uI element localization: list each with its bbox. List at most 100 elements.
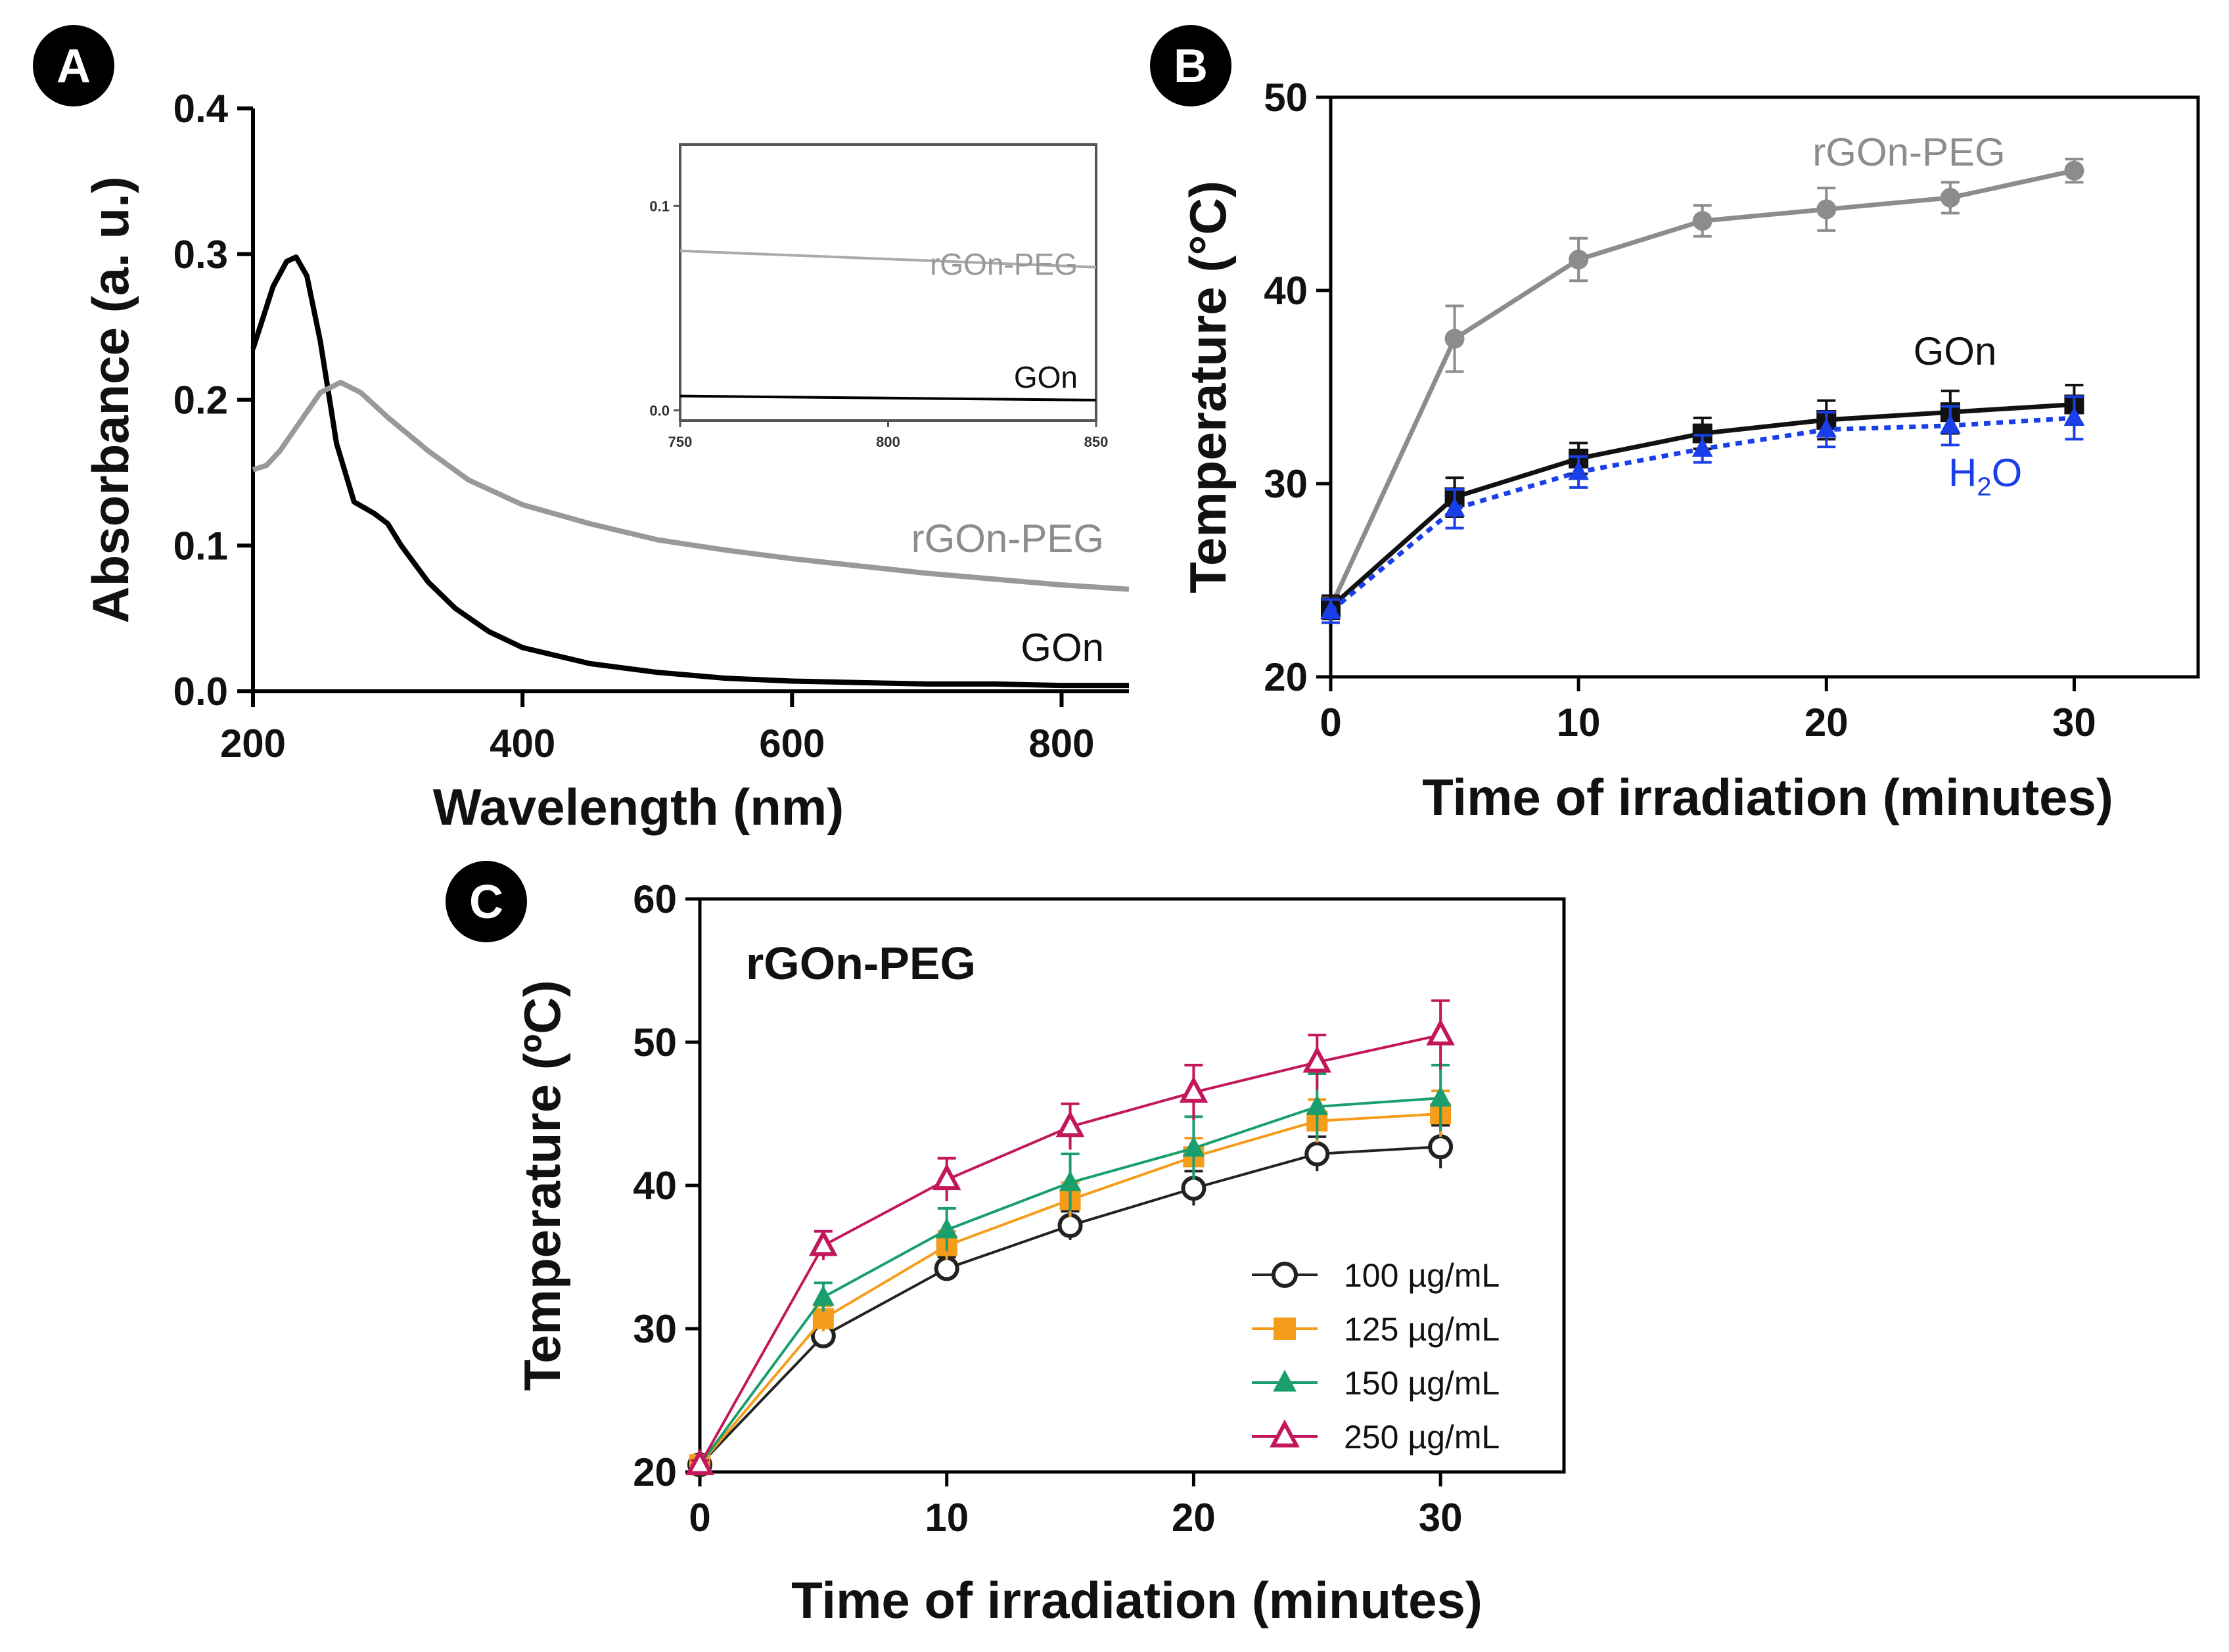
data-point-100-g-ml (1181, 1176, 1206, 1201)
x-tick-label: 20 (1172, 1496, 1216, 1540)
panel-letter-badge (33, 25, 114, 106)
data-point-h2o (1691, 437, 1713, 457)
data-point-150-g-ml (1182, 1136, 1205, 1157)
data-point-100-g-ml (1057, 1213, 1083, 1239)
y-tick-label: 0.0 (173, 670, 228, 714)
plot-frame (1329, 95, 2200, 679)
y-tick-label: 40 (633, 1164, 677, 1208)
series-label-gon: GOn (1021, 626, 1104, 670)
y-axis-title: Absorbance (a. u.) (81, 176, 139, 623)
panel-letter-a: A (57, 40, 91, 93)
data-point-250-g-ml (809, 1229, 838, 1256)
inset-series-line-rgon-peg (679, 249, 1097, 269)
y-tick-label: 0.3 (173, 233, 228, 277)
data-point-h2o (1816, 418, 1837, 438)
x-tick-label: 200 (220, 722, 286, 766)
series-line-rgon-peg (252, 379, 1130, 592)
x-axis-title: Time of irradiation (minutes) (791, 1571, 1482, 1629)
data-point-250-g-ml (932, 1163, 961, 1191)
data-point-rgon-peg (1444, 329, 1465, 349)
inset-y-tick-label: 0.1 (649, 198, 670, 214)
inset-x-tick-label: 750 (668, 434, 693, 450)
data-point-rgon-peg (2064, 160, 2084, 181)
y-tick-label: 30 (1264, 462, 1308, 506)
series-line-gon (250, 254, 1129, 689)
data-point-h2o (1320, 599, 1341, 620)
inset-label-gon: GOn (1014, 360, 1078, 394)
data-point-h2o (1444, 497, 1465, 517)
x-axis-title: Wavelength (nm) (433, 778, 844, 836)
y-tick-label: 0.4 (173, 87, 229, 131)
y-tick-label: 40 (1264, 269, 1308, 313)
x-tick-label: 20 (1804, 700, 1849, 745)
inset-series-line-gon (679, 394, 1097, 402)
series-label-h2o: H2O (1948, 451, 2022, 501)
legend-marker-150-g-ml (1273, 1369, 1297, 1392)
x-tick-label: 600 (759, 722, 825, 766)
data-point-rgon-peg (1816, 199, 1837, 219)
y-tick-label: 0.1 (173, 524, 228, 568)
panel-letter-badge (446, 861, 527, 942)
data-point-h2o (1568, 461, 1589, 480)
x-tick-label: 10 (925, 1496, 969, 1540)
data-point-150-g-ml (1429, 1086, 1452, 1107)
data-point-250-g-ml (1426, 1019, 1455, 1045)
x-tick-label: 400 (490, 722, 555, 766)
inset-x-tick-label: 800 (876, 434, 900, 450)
y-tick-label: 50 (1264, 76, 1308, 120)
data-point-250-g-ml (1055, 1110, 1085, 1137)
data-point-150-g-ml (812, 1285, 835, 1306)
y-tick-label: 20 (633, 1450, 677, 1494)
series-line-250-g-ml (699, 1034, 1441, 1466)
data-point-rgon-peg (1692, 211, 1712, 231)
x-tick-label: 30 (2052, 700, 2096, 745)
data-point-150-g-ml (1306, 1094, 1329, 1115)
x-tick-label: 30 (1419, 1496, 1463, 1540)
panel-letter-b: B (1174, 40, 1208, 93)
data-point-rgon-peg (1569, 249, 1589, 269)
series-label-rgon-peg: rGOn-PEG (911, 516, 1104, 561)
y-axis-title: Temperature (ºC) (513, 980, 571, 1390)
data-point-h2o (1940, 414, 1961, 434)
data-point-125-g-ml (812, 1308, 834, 1329)
legend-marker-250-g-ml (1270, 1419, 1300, 1448)
data-point-250-g-ml (685, 1448, 714, 1475)
inset-y-tick-label: 0.0 (649, 402, 670, 419)
panel-letter-badge (1150, 25, 1231, 106)
panel-c: C 20 30 40 50 60 0 10 20 30 Time of irradiation (m… (446, 861, 1566, 1629)
series-label-rgon-peg: rGOn-PEG (1812, 130, 2005, 174)
x-tick-label: 0 (689, 1496, 710, 1540)
inset-label-rgon-peg: rGOn-PEG (930, 247, 1078, 281)
y-tick-label: 50 (633, 1021, 677, 1065)
data-point-150-g-ml (1059, 1170, 1082, 1191)
legend-label-250-g-ml: 250 µg/mL (1344, 1419, 1500, 1456)
legend-marker-100-g-ml (1272, 1262, 1298, 1288)
y-tick-label: 20 (1264, 655, 1308, 699)
panel-a: A 0.0 0.1 0.2 0.3 0.4 200 400 600 800 Wavelength (… (33, 25, 1130, 836)
x-tick-label: 10 (1557, 700, 1601, 745)
data-point-h2o (2063, 406, 2085, 426)
legend-label-100-g-ml: 100 µg/mL (1344, 1257, 1500, 1294)
data-point-100-g-ml (934, 1256, 959, 1281)
data-point-250-g-ml (1302, 1045, 1332, 1073)
x-axis-title: Time of irradiation (minutes) (1422, 768, 2113, 826)
data-point-250-g-ml (1179, 1076, 1208, 1103)
panel-b: B 20 30 40 50 0 10 20 30 Time of irradiation (min… (1150, 25, 2200, 826)
data-point-150-g-ml (935, 1218, 958, 1239)
legend-marker-125-g-ml (1274, 1318, 1296, 1340)
y-tick-label: 0.2 (173, 379, 228, 423)
inset-frame (679, 143, 1097, 422)
data-point-100-g-ml (1428, 1134, 1454, 1160)
y-axis-title: Temperature (°C) (1179, 181, 1237, 593)
data-point-rgon-peg (1940, 187, 1960, 208)
legend-label-125-g-ml: 125 µg/mL (1344, 1311, 1500, 1348)
x-tick-label: 800 (1028, 722, 1094, 766)
y-tick-label: 30 (633, 1307, 677, 1351)
panel-letter-c: C (469, 876, 503, 929)
x-tick-label: 0 (1320, 700, 1341, 745)
inset-x-tick-label: 850 (1084, 434, 1109, 450)
series-label-gon: GOn (1914, 329, 1997, 373)
legend-label-150-g-ml: 150 µg/mL (1344, 1365, 1500, 1402)
data-point-100-g-ml (1304, 1141, 1330, 1167)
